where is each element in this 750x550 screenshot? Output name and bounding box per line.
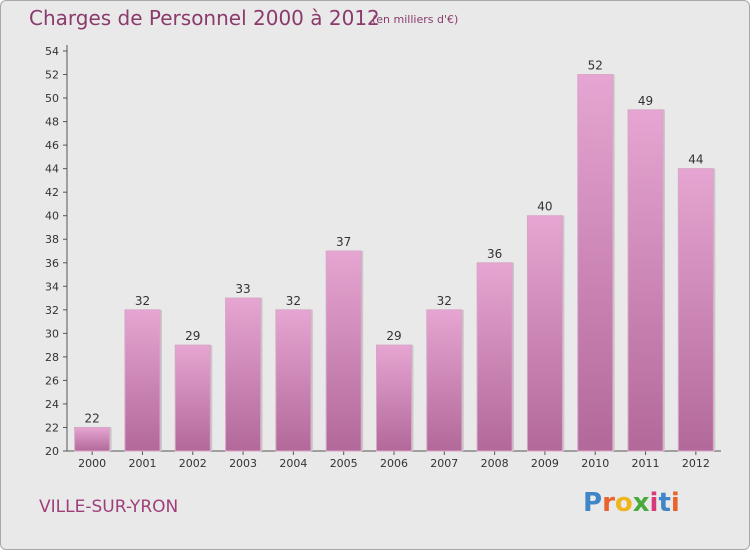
y-axis: 20 22 24 26 28 30 32 34 36 38 40 42 44 46 48 50 52 54 xyxy=(45,45,68,458)
logo-letter: i xyxy=(649,488,659,518)
y-tick-label: 38 xyxy=(45,233,59,246)
bar-2008 xyxy=(476,262,513,452)
y-tick-label: 52 xyxy=(45,69,59,82)
y-tick-label: 32 xyxy=(45,304,59,317)
bars-group: 22 32 29 33 32 37 29 32 36 40 52 49 44 xyxy=(74,59,716,452)
logo-letter: o xyxy=(614,488,633,518)
x-tick-label: 2011 xyxy=(632,457,660,470)
y-tick-label: 24 xyxy=(45,398,59,411)
y-tick-label: 48 xyxy=(45,116,59,129)
bar-2003 xyxy=(225,297,262,452)
commune-name: VILLE-SUR-YRON xyxy=(39,497,179,517)
bar-2012 xyxy=(677,168,714,452)
bar-2007 xyxy=(426,309,463,452)
bar-value-label: 36 xyxy=(487,247,502,261)
y-tick-label: 30 xyxy=(45,327,59,340)
bar-2011 xyxy=(627,109,664,452)
bar-2002 xyxy=(174,344,211,452)
bar-2010 xyxy=(577,74,614,452)
bar-2001 xyxy=(124,309,161,452)
logo-letter: P xyxy=(583,488,603,518)
bar-2000 xyxy=(74,426,111,452)
bar-2009 xyxy=(526,215,563,452)
proxiti-logo[interactable]: Proxiti xyxy=(583,488,680,518)
bar-value-label: 37 xyxy=(336,235,351,249)
y-tick-label: 46 xyxy=(45,139,59,152)
x-tick-label: 2012 xyxy=(682,457,710,470)
logo-letter: t xyxy=(658,488,671,518)
bar-2005 xyxy=(325,250,362,452)
bar-value-label: 32 xyxy=(286,294,301,308)
y-tick-label: 50 xyxy=(45,92,59,105)
x-tick-label: 2001 xyxy=(128,457,156,470)
logo-letter: x xyxy=(632,488,650,518)
x-tick-label: 2003 xyxy=(229,457,257,470)
bar-value-label: 44 xyxy=(688,153,703,167)
x-tick-label: 2004 xyxy=(279,457,307,470)
logo-letter: i xyxy=(670,488,680,518)
y-tick-label: 40 xyxy=(45,210,59,223)
chart-title: Charges de Personnel 2000 à 2012 xyxy=(29,6,380,30)
bar-value-label: 22 xyxy=(85,411,100,425)
bar-value-label: 52 xyxy=(588,59,603,73)
bar-value-label: 49 xyxy=(638,94,653,108)
y-tick-label: 44 xyxy=(45,163,59,176)
bar-value-label: 29 xyxy=(386,329,401,343)
x-tick-label: 2005 xyxy=(330,457,358,470)
bar-value-label: 40 xyxy=(537,200,552,214)
x-tick-label: 2002 xyxy=(179,457,207,470)
x-tick-label: 2007 xyxy=(430,457,458,470)
x-tick-label: 2009 xyxy=(531,457,559,470)
y-tick-label: 54 xyxy=(45,45,59,58)
logo-letter: r xyxy=(602,488,615,518)
x-tick-label: 2000 xyxy=(78,457,106,470)
y-tick-label: 28 xyxy=(45,351,59,364)
bar-2004 xyxy=(275,309,312,452)
x-tick-label: 2008 xyxy=(481,457,509,470)
x-axis: 2000 2001 2002 2003 2004 2005 2006 2007 2008 2009… xyxy=(67,450,721,470)
y-tick-label: 34 xyxy=(45,280,59,293)
y-tick-label: 36 xyxy=(45,257,59,270)
bar-value-label: 32 xyxy=(135,294,150,308)
x-tick-label: 2010 xyxy=(581,457,609,470)
y-tick-label: 42 xyxy=(45,186,59,199)
y-tick-label: 20 xyxy=(45,445,59,458)
bar-value-label: 29 xyxy=(185,329,200,343)
x-tick-label: 2006 xyxy=(380,457,408,470)
bar-value-label: 33 xyxy=(235,282,250,296)
y-tick-label: 26 xyxy=(45,374,59,387)
bar-value-label: 32 xyxy=(437,294,452,308)
y-tick-label: 22 xyxy=(45,421,59,434)
chart-subtitle: (en milliers d'€) xyxy=(372,13,459,26)
bar-2006 xyxy=(376,344,412,452)
